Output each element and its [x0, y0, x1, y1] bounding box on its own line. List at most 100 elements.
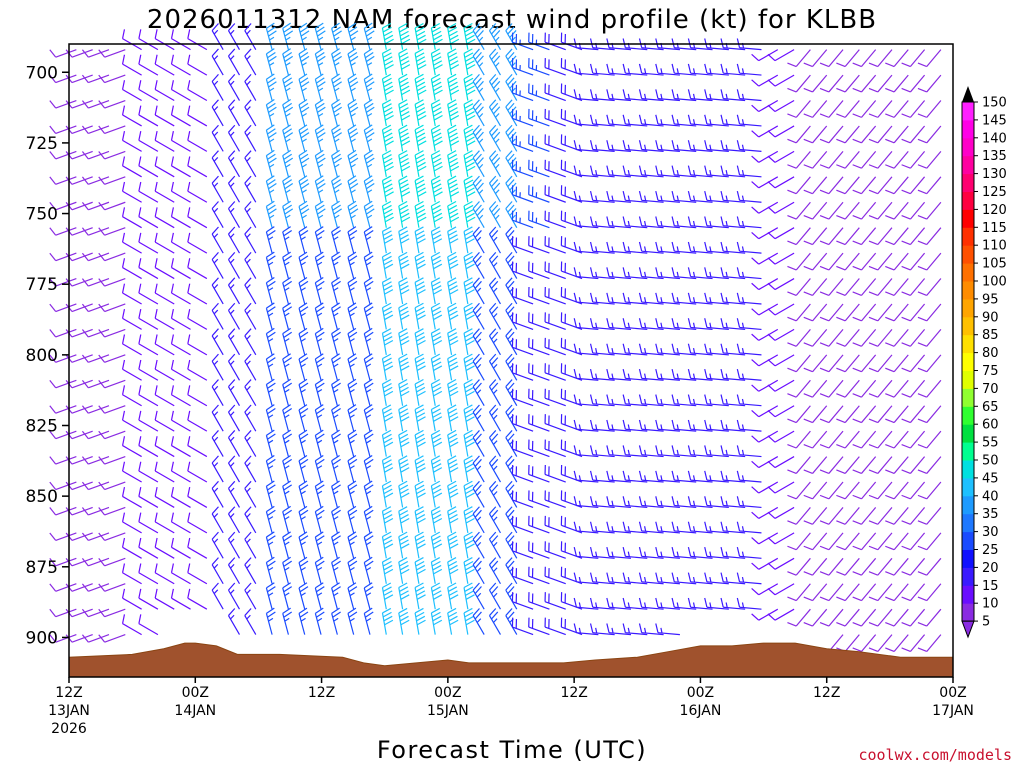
wind-barb — [65, 176, 93, 185]
wind-barb — [98, 150, 126, 160]
wind-barb — [447, 429, 459, 457]
wind-barb — [381, 582, 394, 610]
colorbar-label: 50 — [982, 454, 999, 469]
wind-barb — [363, 378, 374, 406]
wind-barb — [244, 328, 257, 356]
wind-barb — [314, 607, 325, 635]
wind-barb — [463, 582, 475, 610]
wind-barb — [544, 541, 566, 559]
wind-barb — [488, 175, 501, 203]
wind-barb — [704, 521, 729, 534]
wind-barb — [505, 531, 518, 559]
wind-barb — [472, 201, 485, 228]
wind-barb — [363, 480, 374, 508]
wind-barb — [447, 251, 459, 279]
wind-barb — [787, 150, 811, 169]
wind-barb — [544, 464, 566, 483]
colorbar-bin — [962, 603, 974, 622]
wind-barb — [836, 201, 860, 220]
wind-barb — [736, 89, 762, 102]
wind-barb — [265, 327, 276, 356]
wind-barb — [347, 48, 359, 76]
wind-barb — [81, 49, 110, 58]
wind-barb — [622, 445, 648, 458]
wind-barb — [560, 83, 583, 102]
wind-barb — [447, 175, 460, 203]
wind-barb — [414, 99, 427, 127]
wind-barb — [917, 532, 942, 551]
wind-barb — [282, 531, 293, 559]
wind-barb — [767, 328, 795, 341]
wind-barb — [244, 175, 257, 203]
wind-barb — [138, 436, 159, 458]
wind-barb — [787, 608, 811, 627]
wind-barb — [381, 73, 394, 101]
wind-barb — [638, 267, 664, 280]
wind-barb — [505, 124, 518, 152]
wind-barb — [170, 512, 191, 534]
wind-barb — [544, 261, 566, 280]
wind-barb — [511, 363, 534, 381]
wind-barb — [544, 439, 566, 458]
colorbar-bin — [962, 316, 974, 336]
wind-barb — [687, 547, 713, 559]
wind-barb — [414, 582, 426, 610]
colorbar-label: 110 — [982, 239, 1007, 254]
wind-barb — [573, 343, 599, 356]
wind-barb — [488, 379, 501, 407]
wind-barb — [472, 353, 485, 381]
wind-barb — [852, 74, 877, 93]
wind-barb — [622, 547, 648, 559]
wind-barb — [211, 277, 224, 305]
wind-barb — [917, 456, 942, 474]
wind-barb — [265, 429, 276, 457]
wind-barb — [298, 302, 309, 330]
wind-barb — [138, 410, 159, 432]
wind-barb — [544, 83, 566, 102]
wind-barb — [187, 588, 208, 610]
wind-barb — [170, 156, 191, 178]
wind-barb — [622, 623, 648, 636]
x-tick-label: 00Z — [939, 685, 966, 701]
wind-barb — [560, 286, 583, 305]
wind-barb — [331, 531, 341, 559]
wind-barb — [852, 252, 877, 271]
wind-barb — [138, 207, 159, 229]
wind-barb — [736, 292, 762, 305]
wind-barb — [544, 515, 566, 534]
x-tick-label: 16JAN — [680, 703, 722, 719]
wind-barb — [885, 176, 909, 195]
wind-barb — [573, 318, 599, 331]
wind-barb — [885, 405, 909, 424]
x-tick-label: 14JAN — [174, 703, 216, 719]
wind-barb — [282, 175, 294, 203]
wind-barb — [505, 277, 518, 305]
colorbar-label: 20 — [982, 561, 999, 576]
wind-barb — [560, 388, 583, 407]
wind-barb — [655, 419, 680, 432]
wind-barb — [868, 532, 893, 551]
wind-barb — [868, 354, 893, 373]
wind-barb — [655, 114, 680, 127]
colorbar-top-arrow — [962, 86, 974, 102]
wind-barb — [154, 130, 175, 152]
wind-barb — [638, 165, 664, 178]
wind-barb — [736, 496, 762, 509]
wind-barb — [81, 150, 110, 160]
wind-barb — [472, 328, 485, 356]
wind-barb — [671, 343, 697, 356]
wind-barb — [687, 241, 713, 254]
wind-barb — [885, 608, 909, 627]
plot-frame — [68, 43, 954, 678]
y-tick-label: 775 — [26, 275, 58, 295]
wind-barb — [138, 563, 159, 585]
wind-barb — [589, 267, 615, 280]
wind-barb — [154, 436, 175, 458]
wind-barb — [244, 608, 257, 635]
wind-barb — [819, 49, 844, 68]
wind-barb — [560, 261, 583, 280]
wind-barb — [573, 89, 599, 102]
wind-barb — [528, 592, 550, 610]
wind-barb — [803, 430, 828, 449]
wind-barb — [363, 404, 374, 432]
